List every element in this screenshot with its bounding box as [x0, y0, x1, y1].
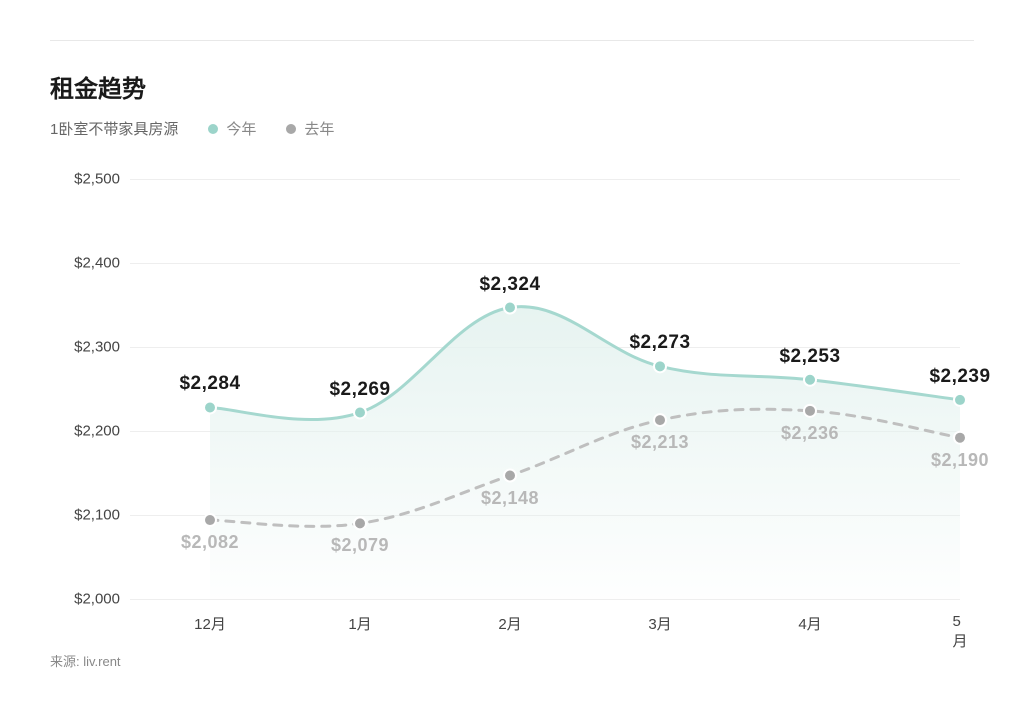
chart-subtitle: 1卧室不带家具房源 [50, 118, 178, 139]
rent-trend-chart: $2,000$2,100$2,200$2,300$2,400$2,50012月1… [50, 169, 970, 639]
legend-dot-previous [286, 124, 296, 134]
point-previous [504, 470, 516, 482]
source-attribution: 来源: liv.rent [50, 651, 974, 670]
legend-label-previous: 去年 [304, 118, 334, 139]
point-current [354, 407, 366, 419]
legend-label-current: 今年 [226, 118, 256, 139]
value-label-current: $2,273 [629, 332, 690, 354]
value-label-previous: $2,213 [631, 432, 689, 453]
value-label-previous: $2,082 [181, 532, 239, 553]
legend-previous: 去年 [286, 118, 334, 139]
chart-title: 租金趋势 [50, 69, 974, 104]
value-label-previous: $2,079 [331, 535, 389, 556]
point-current [654, 360, 666, 372]
chart-svg [50, 169, 970, 639]
point-current [504, 302, 516, 314]
value-label-current: $2,324 [479, 274, 540, 296]
value-label-current: $2,269 [329, 379, 390, 401]
point-previous [804, 405, 816, 417]
legend-dot-current [208, 124, 218, 134]
value-label-current: $2,239 [929, 366, 990, 388]
point-current [954, 394, 966, 406]
legend-row: 1卧室不带家具房源 今年 去年 [50, 118, 974, 139]
area-current [210, 307, 960, 599]
value-label-previous: $2,148 [481, 488, 539, 509]
point-current [204, 401, 216, 413]
legend-current: 今年 [208, 118, 256, 139]
point-previous [654, 414, 666, 426]
value-label-current: $2,284 [179, 373, 240, 395]
point-previous [354, 517, 366, 529]
value-label-previous: $2,190 [931, 450, 989, 471]
value-label-current: $2,253 [779, 346, 840, 368]
top-divider [50, 40, 974, 41]
point-current [804, 374, 816, 386]
value-label-previous: $2,236 [781, 423, 839, 444]
point-previous [954, 432, 966, 444]
point-previous [204, 514, 216, 526]
